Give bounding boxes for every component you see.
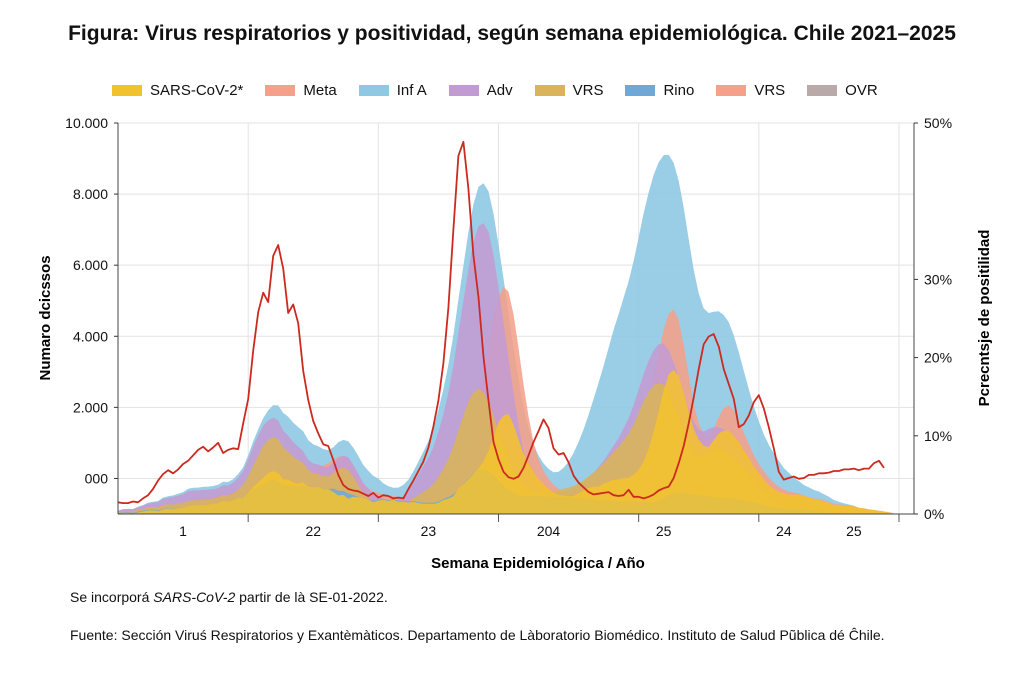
y2-tick-label: 30%	[924, 271, 952, 287]
chart-legend: SARS-CoV-2* Meta Inf A Adv VRS Rino VRS …	[112, 82, 900, 99]
y-tick-label: 4.000	[73, 328, 108, 344]
y2-tick-label: 0%	[924, 506, 944, 522]
y-axis-label: Numaro dcicssos	[37, 255, 54, 380]
x-tick-label: 24	[776, 523, 792, 539]
footnote: Se incorporá SARS-CoV-2 partir de là SE-…	[70, 589, 388, 605]
legend-swatch	[534, 85, 565, 96]
legend-item-adv: Adv	[448, 82, 513, 99]
y2-tick-label: 50%	[924, 115, 952, 131]
legend-swatch	[358, 85, 389, 96]
axes	[114, 122, 918, 522]
positivity-line	[117, 140, 885, 504]
tick-labels: 10.0008.0006.0004.0002.00000050%30%20%10…	[65, 115, 952, 539]
footnote-suffix: partir de là SE-01-2022.	[235, 589, 388, 605]
legend-swatch	[807, 85, 838, 96]
legend-label: VRS	[754, 82, 786, 99]
y-tick-label: 6.000	[73, 257, 108, 273]
area-sars-cov-2	[118, 369, 894, 514]
y2-tick-label: 10%	[924, 428, 952, 444]
stacked-areas	[118, 154, 894, 515]
y-tick-label: 2.000	[73, 399, 108, 415]
legend-item-inf-a: Inf A	[358, 82, 427, 99]
legend-item-vrs-2: VRS	[716, 82, 785, 99]
x-tick-label: 1	[179, 523, 187, 539]
legend-swatch	[448, 85, 479, 96]
x-tick-label: 22	[305, 523, 321, 539]
legend-label: VRS	[572, 82, 604, 99]
legend-label: OVR	[845, 82, 878, 99]
x-tick-label: 25	[846, 523, 862, 539]
x-tick-label: 25	[656, 523, 672, 539]
x-axis-label: Semana Epidemiológica / Año	[431, 555, 645, 572]
legend-item-vrs: VRS	[534, 82, 604, 99]
legend-swatch	[112, 85, 142, 96]
y-tick-label: 8.000	[73, 186, 108, 202]
y2-axis-label: Pcrecntsje de positilidad	[976, 230, 993, 407]
legend-swatch	[716, 85, 747, 96]
y-tick-label: 000	[85, 470, 109, 486]
legend-label: Inf A	[396, 82, 427, 99]
x-tick-label: 23	[421, 523, 437, 539]
legend-label: Adv	[486, 82, 513, 99]
legend-item-meta: Meta	[265, 82, 337, 99]
footnote-prefix: Se incorporá	[70, 589, 154, 605]
legend-label: Meta	[303, 82, 337, 99]
legend-swatch	[625, 85, 656, 96]
y-tick-label: 10.000	[65, 115, 108, 131]
x-tick-label: 204	[537, 523, 561, 539]
legend-label: Rino	[663, 82, 695, 99]
source-note: Fuente: Sección Viruś Respiratorios y Ex…	[70, 627, 885, 643]
legend-item-sars: SARS-CoV-2*	[112, 82, 243, 99]
positivity-line-group	[117, 140, 885, 504]
legend-label: SARS-CoV-2*	[150, 82, 244, 99]
legend-item-rino: Rino	[625, 82, 694, 99]
y2-tick-label: 20%	[924, 350, 952, 366]
footnote-italic: SARS-CoV-2	[153, 589, 236, 605]
legend-item-ovr: OVR	[807, 82, 878, 99]
chart-title: Figura: Virus respiratorios y positivida…	[68, 22, 956, 45]
legend-swatch	[265, 85, 296, 96]
